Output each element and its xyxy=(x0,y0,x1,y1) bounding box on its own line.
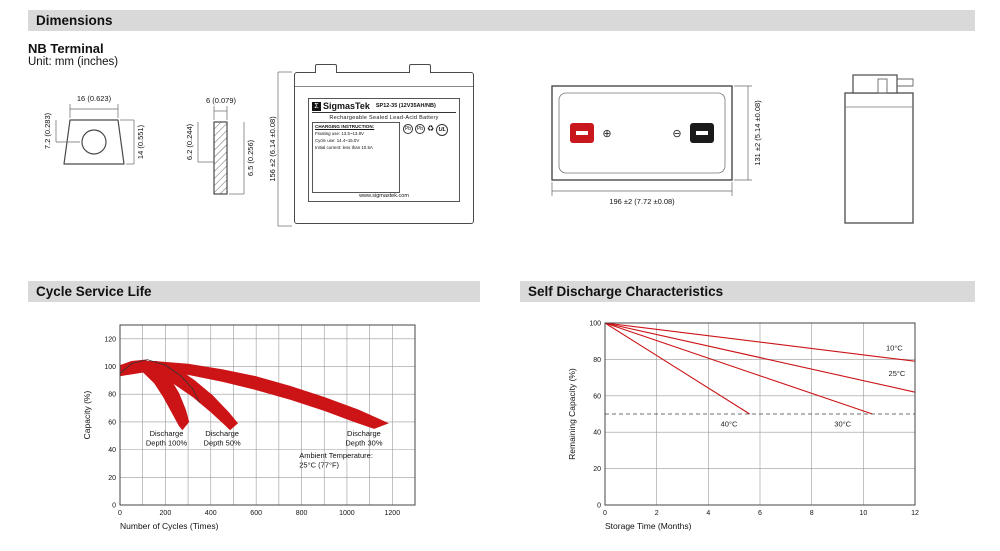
top-width-dim: 196 ±2 (7.72 ±0.08) xyxy=(609,197,675,206)
battery-label: Σ SigmasTek SP12-35 (12V35AH/NB) Recharg… xyxy=(308,98,460,202)
y-tick-label: 40 xyxy=(108,447,116,454)
unit-note: Unit: mm (inches) xyxy=(28,56,119,68)
terminal-front-view: 16 (0.623) 7.2 (0.283) 14 (0.551) xyxy=(43,94,145,165)
y-tick-label: 20 xyxy=(593,466,601,473)
certification-icons: Pb Pb ♻ UL xyxy=(403,122,456,193)
battery-side-view xyxy=(844,74,914,224)
pb-icon: Pb xyxy=(403,124,413,134)
chart-annotation: Ambient Temperature: 25°C (77°F) xyxy=(299,451,373,470)
positive-symbol: ⊕ xyxy=(602,128,611,140)
y-tick-label: 40 xyxy=(593,430,601,437)
x-tick-label: 200 xyxy=(160,510,172,517)
battery-front-body: Σ SigmasTek SP12-35 (12V35AH/NB) Recharg… xyxy=(294,64,474,224)
terminal-side-outer-dim: 6.5 (0.256) xyxy=(246,139,255,176)
x-axis-label: Storage Time (Months) xyxy=(605,521,692,531)
nb-terminal-heading: NB Terminal xyxy=(28,41,104,56)
y-tick-label: 0 xyxy=(597,503,601,510)
x-tick-label: 1000 xyxy=(339,510,355,517)
terminal-side-view: 6 (0.079) 6.2 (0.244) 6.5 (0.256) xyxy=(185,96,255,195)
self-discharge-header-bar: Self Discharge Characteristics xyxy=(520,281,975,302)
chart-annotation: Discharge Depth 50% xyxy=(204,429,241,448)
brand-logo-icon: Σ xyxy=(312,101,321,111)
battery-top-view: ⊕ ⊖ 196 ±2 (7.72 ±0.08) 131 ±2 (5.14 ±0.… xyxy=(551,85,762,206)
chart-annotation: Discharge Depth 30% xyxy=(345,429,382,448)
cycle-service-header-bar: Cycle Service Life xyxy=(28,281,480,302)
cycle-service-title: Cycle Service Life xyxy=(36,284,152,299)
self-discharge-chart: 10°C 25°C 30°C 40°C 0 2 4 6 8 10 12 0 20 40 60 80 100 Sto… xyxy=(567,321,919,532)
ul-icon: UL xyxy=(436,124,449,136)
y-tick-label: 20 xyxy=(108,475,116,482)
pb-icon-2: Pb xyxy=(415,124,425,134)
dimensions-header-title: Dimensions xyxy=(36,13,113,28)
battery-lid-seam xyxy=(295,86,473,87)
cycle-service-life-chart: 0 200 400 600 800 1000 1200 0 20 40 60 80 100 120 Numb… xyxy=(82,324,416,531)
x-tick-label: 12 xyxy=(911,510,919,517)
terminal-front-width-dim: 16 (0.623) xyxy=(77,94,112,103)
series-line xyxy=(604,322,873,415)
terminal-side-width-dim: 6 (0.079) xyxy=(206,96,237,105)
front-height-dim: 156 ±2 (6.14 ±0.08) xyxy=(268,116,277,182)
brand-row: Σ SigmasTek SP12-35 (12V35AH/NB) xyxy=(312,101,456,113)
y-tick-label: 100 xyxy=(104,364,116,371)
y-tick-label: 0 xyxy=(112,503,116,510)
x-tick-label: 1200 xyxy=(385,510,401,517)
x-tick-label: 8 xyxy=(810,510,814,517)
negative-symbol: ⊖ xyxy=(672,128,681,140)
charging-instruction-box: CHARGING INSTRUCTION: Floating use: 13.5… xyxy=(312,122,400,193)
discharge-band xyxy=(120,359,190,431)
terminal-side-inner-dim: 6.2 (0.244) xyxy=(185,123,194,160)
x-tick-label: 6 xyxy=(758,510,762,517)
series-label: 25°C xyxy=(889,369,906,378)
y-tick-label: 60 xyxy=(108,419,116,426)
series-line xyxy=(604,322,916,362)
x-tick-label: 600 xyxy=(250,510,262,517)
x-tick-label: 0 xyxy=(603,510,607,517)
y-axis-label: Capacity (%) xyxy=(82,391,92,440)
x-axis-label: Number of Cycles (Times) xyxy=(120,521,219,531)
y-tick-label: 60 xyxy=(593,393,601,400)
self-discharge-title: Self Discharge Characteristics xyxy=(528,284,724,299)
charging-line-2: Cycle use: 14.4~15.0V xyxy=(315,138,360,144)
x-tick-label: 400 xyxy=(205,510,217,517)
series-label: 10°C xyxy=(886,343,903,352)
battery-terminal-nub-right xyxy=(409,64,431,73)
battery-terminal-nub-left xyxy=(315,64,337,73)
discharge-band xyxy=(120,361,389,429)
envelope-curve xyxy=(119,359,200,403)
y-tick-label: 120 xyxy=(104,336,116,343)
x-tick-label: 800 xyxy=(296,510,308,517)
y-axis-label: Remaining Capacity (%) xyxy=(567,368,577,460)
brand-name: SigmasTek xyxy=(323,101,370,111)
y-tick-label: 80 xyxy=(593,357,601,364)
top-depth-dim: 131 ±2 (5.14 ±0.08) xyxy=(753,100,762,166)
series-label: 30°C xyxy=(834,420,851,429)
x-tick-label: 10 xyxy=(859,510,867,517)
charging-line-3: Initial current: less than 10.5A xyxy=(315,145,373,151)
x-tick-label: 0 xyxy=(118,510,122,517)
x-tick-label: 4 xyxy=(706,510,710,517)
charging-instruction-title: CHARGING INSTRUCTION: xyxy=(315,124,375,129)
y-tick-label: 100 xyxy=(589,321,601,328)
terminal-front-height-dim: 14 (0.551) xyxy=(136,124,145,159)
dimensions-header-bar: Dimensions xyxy=(28,10,975,31)
series-label: 40°C xyxy=(721,420,738,429)
label-mid-row: CHARGING INSTRUCTION: Floating use: 13.5… xyxy=(312,122,456,193)
model-number: SP12-35 (12V35AH/NB) xyxy=(375,103,436,109)
front-height-dim-lines: 156 ±2 (6.14 ±0.08) xyxy=(268,71,292,227)
terminal-front-hole-dim: 7.2 (0.283) xyxy=(43,112,52,149)
recycle-icon: ♻ xyxy=(427,124,435,133)
series-line xyxy=(604,322,750,415)
website-url: www.sigmastek.com xyxy=(359,193,409,199)
charging-line-1: Floating use: 13.5~13.8V xyxy=(315,131,364,136)
battery-front-view: 156 ±2 (6.14 ±0.08) Σ SigmasTek SP12-35 … xyxy=(268,60,483,235)
chart-annotation: Discharge Depth 100% xyxy=(146,429,188,448)
y-tick-label: 80 xyxy=(108,392,116,399)
series-line xyxy=(604,322,916,393)
x-tick-label: 2 xyxy=(655,510,659,517)
battery-type-line: Rechargeable Sealed Lead-Acid Battery xyxy=(329,114,439,121)
